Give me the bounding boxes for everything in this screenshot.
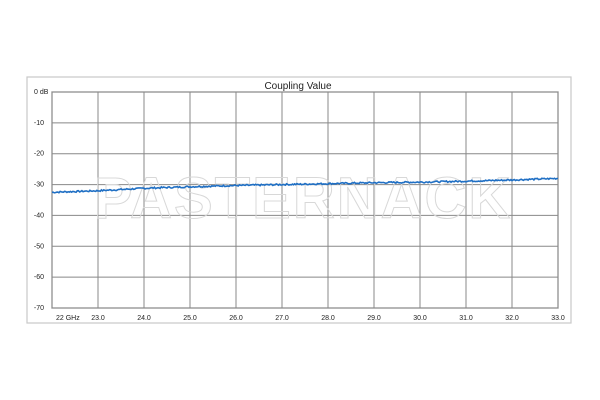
y-tick-label: -60 <box>34 274 44 281</box>
x-tick-label: 32.0 <box>505 315 519 322</box>
series-line <box>51 177 559 194</box>
y-tick-label: -70 <box>34 305 44 312</box>
x-tick-label: 24.0 <box>137 315 151 322</box>
y-tick-label: 0 dB <box>34 89 49 96</box>
x-tick-label: 27.0 <box>275 315 289 322</box>
y-tick-label: -30 <box>34 182 44 189</box>
x-tick-label: 29.0 <box>367 315 381 322</box>
watermark: PASTERNACK <box>94 166 513 231</box>
x-tick-label: 31.0 <box>459 315 473 322</box>
x-tick-label: 33.0 <box>551 315 565 322</box>
x-tick-label: 23.0 <box>91 315 105 322</box>
chart-frame <box>26 76 572 324</box>
x-tick-label: 26.0 <box>229 315 243 322</box>
x-tick-label: 22 GHz <box>56 315 80 322</box>
x-tick-label: 30.0 <box>413 315 427 322</box>
x-tick-label: 25.0 <box>183 315 197 322</box>
y-tick-label: -20 <box>34 151 44 158</box>
y-tick-label: -40 <box>34 212 44 219</box>
x-tick-label: 28.0 <box>321 315 335 322</box>
chart-title: Coupling Value <box>264 81 332 92</box>
y-tick-label: -50 <box>34 243 44 250</box>
y-tick-label: -10 <box>34 120 44 127</box>
